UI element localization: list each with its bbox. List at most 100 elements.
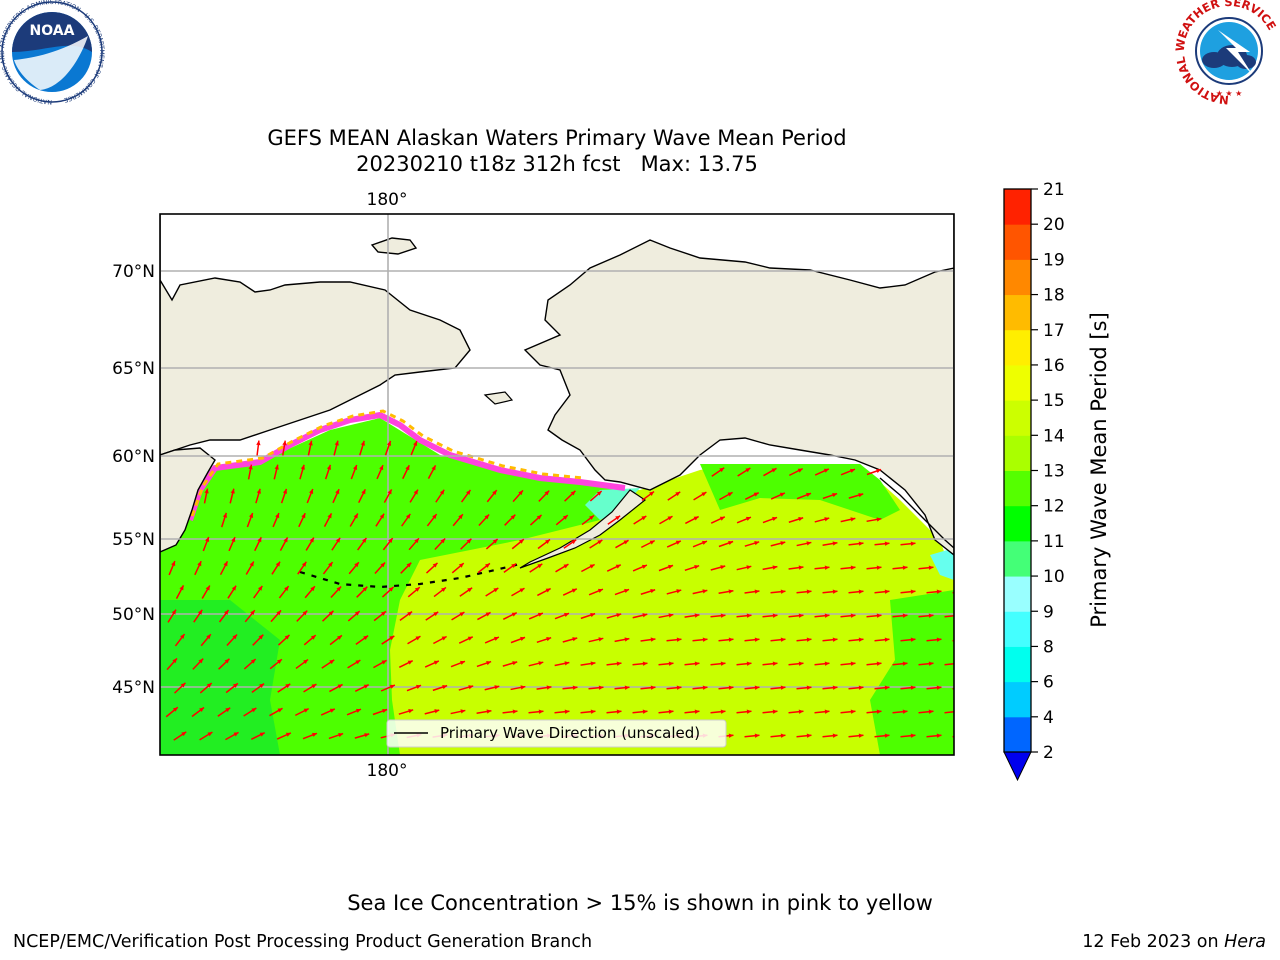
wave-arrow bbox=[918, 565, 934, 570]
colorbar-segment bbox=[1004, 576, 1031, 612]
colorbar-tick-label: 6 bbox=[1043, 673, 1054, 693]
wave-arrow bbox=[255, 488, 261, 504]
wave-arrow bbox=[408, 537, 420, 551]
wave-arrow bbox=[269, 658, 283, 670]
wave-arrow bbox=[606, 564, 622, 572]
lat-label-65: 65°N bbox=[112, 359, 155, 379]
wave-arrow bbox=[770, 492, 786, 500]
wave-arrow bbox=[926, 685, 942, 690]
wave-arrow bbox=[373, 659, 387, 669]
wave-arrow bbox=[822, 541, 838, 546]
wave-arrow bbox=[874, 685, 890, 690]
wave-arrow bbox=[944, 663, 954, 666]
wave-arrow bbox=[458, 685, 474, 691]
wave-arrow bbox=[280, 488, 288, 504]
wave-arrow bbox=[640, 589, 656, 595]
wave-arrow bbox=[425, 611, 439, 621]
wave-arrow bbox=[684, 661, 700, 666]
wave-arrow bbox=[580, 661, 596, 666]
wave-arrow bbox=[640, 685, 656, 690]
wave-arrow bbox=[406, 684, 422, 692]
land-aleutian-islands bbox=[299, 562, 521, 589]
wave-arrow bbox=[294, 707, 310, 717]
wave-arrow bbox=[199, 731, 213, 741]
wave-arrow bbox=[432, 684, 448, 692]
wave-arrow bbox=[253, 585, 263, 599]
wave-arrow bbox=[840, 613, 856, 618]
wave-arrow bbox=[770, 685, 786, 690]
wave-arrow bbox=[354, 684, 370, 692]
wave-arrow bbox=[279, 537, 289, 551]
wave-arrow bbox=[460, 489, 472, 503]
wave-arrow bbox=[632, 613, 648, 619]
wave-arrow bbox=[409, 489, 419, 503]
wave-arrow bbox=[588, 685, 604, 690]
wave-arrow bbox=[710, 516, 726, 524]
wave-arrow bbox=[536, 636, 552, 644]
colorbar-segment bbox=[1004, 259, 1031, 296]
wave-arrow bbox=[425, 562, 439, 574]
wave-arrow bbox=[874, 637, 890, 642]
wave-arrow bbox=[718, 685, 734, 690]
colorbar-tick-label: 16 bbox=[1043, 356, 1065, 376]
wave-arrow bbox=[452, 513, 464, 527]
wave-arrow bbox=[510, 636, 526, 644]
wave-arrow bbox=[666, 589, 682, 595]
colorbar-tick-label: 17 bbox=[1043, 321, 1065, 341]
colorbar-segment bbox=[1004, 435, 1031, 471]
wave-arrow bbox=[398, 709, 414, 715]
wave-arrow bbox=[918, 709, 934, 714]
wave-arrow bbox=[692, 589, 708, 595]
wave-arrow bbox=[814, 517, 830, 523]
wave-arrow bbox=[376, 464, 384, 480]
wave-arrow bbox=[433, 586, 447, 598]
lat-label-45: 45°N bbox=[112, 678, 155, 698]
wave-arrow bbox=[711, 467, 725, 477]
wave-arrow bbox=[874, 733, 890, 738]
wave-arrow bbox=[770, 589, 786, 594]
wave-arrow bbox=[684, 709, 700, 714]
wave-arrow bbox=[796, 541, 812, 547]
colorbar-segment bbox=[1004, 224, 1031, 260]
colorbar-segment bbox=[1004, 716, 1031, 753]
wave-arrow bbox=[666, 637, 682, 642]
colorbar-tick-label: 19 bbox=[1043, 250, 1065, 270]
wave-arrow bbox=[478, 513, 490, 527]
colorbar-tick-label: 11 bbox=[1043, 532, 1065, 552]
wave-arrow bbox=[374, 561, 386, 575]
wave-arrow bbox=[433, 635, 447, 645]
noaa-logo-text: NOAA bbox=[30, 23, 75, 39]
wave-arrow bbox=[840, 517, 856, 523]
wave-arrow bbox=[477, 611, 491, 621]
wave-arrow bbox=[426, 513, 438, 527]
wave-arrow bbox=[434, 538, 446, 550]
wave-arrow bbox=[252, 634, 264, 646]
wave-arrow bbox=[244, 609, 256, 623]
wave-arrow bbox=[407, 586, 421, 598]
footer-date-text: 12 Feb 2023 on bbox=[1082, 932, 1225, 952]
wave-arrow bbox=[744, 491, 760, 501]
wave-arrow bbox=[402, 464, 410, 480]
wave-arrow bbox=[199, 682, 213, 694]
wave-arrow bbox=[228, 536, 236, 552]
wave-arrow bbox=[485, 538, 499, 550]
wave-arrow bbox=[892, 565, 908, 570]
colorbar-tick-label: 12 bbox=[1043, 497, 1065, 517]
wave-arrow bbox=[719, 491, 733, 501]
colorbar-segment bbox=[1004, 470, 1031, 507]
wave-arrow bbox=[229, 488, 235, 504]
wave-arrow bbox=[347, 659, 361, 669]
wave-arrow bbox=[866, 661, 882, 666]
wave-arrow bbox=[192, 658, 204, 670]
colorbar-segment bbox=[1004, 294, 1031, 331]
wave-arrow bbox=[667, 491, 681, 501]
wave-arrow bbox=[174, 682, 186, 694]
colorbar-segment bbox=[1004, 540, 1031, 577]
wave-arrow bbox=[380, 684, 396, 692]
wave-arrow bbox=[796, 685, 812, 690]
wave-arrow bbox=[303, 634, 317, 646]
wave-arrow bbox=[536, 587, 552, 597]
wave-arrow bbox=[278, 585, 290, 599]
wave-arrow bbox=[502, 709, 518, 714]
wave-arrow bbox=[926, 589, 942, 594]
